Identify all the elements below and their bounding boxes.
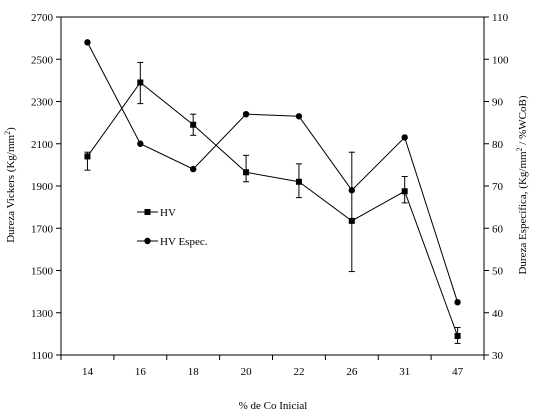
y-left-tick-label: 2500 — [31, 54, 54, 66]
data-point-hv — [84, 153, 91, 160]
data-point-hv — [243, 169, 250, 176]
y-right-tick-label: 110 — [492, 12, 509, 24]
x-tick-label: 47 — [452, 366, 464, 378]
data-point-hv — [348, 217, 355, 224]
y-left-tick-label: 2100 — [31, 139, 54, 151]
series-layer — [84, 39, 461, 344]
x-axis-title: % de Co Inicial — [239, 400, 308, 412]
legend-hvespec-marker — [144, 237, 151, 245]
data-point-hv — [295, 178, 302, 185]
x-tick-label: 20 — [241, 366, 253, 378]
y-right-tick-label: 50 — [492, 266, 504, 278]
y-right-tick-label: 30 — [492, 350, 504, 362]
y-axis-right-title: Dureza Específica, (Kg/mm2 / %WCoB) — [515, 95, 529, 274]
y-right-tick-label: 80 — [492, 139, 504, 151]
y-left-tick-label: 1500 — [31, 266, 54, 278]
y-right-tick-label: 90 — [492, 97, 504, 109]
legend: HV HV Espec. — [137, 207, 208, 248]
x-tick-label: 18 — [188, 366, 200, 378]
y-right-tick-label: 60 — [492, 223, 504, 235]
series-line-hv-espec — [86, 42, 459, 303]
data-point-hv-espec — [295, 113, 303, 120]
y-left-tick-label: 1900 — [31, 181, 54, 193]
data-point-hv-espec — [189, 165, 197, 173]
data-point-hv-espec — [137, 140, 144, 147]
y-left-tick-label: 2300 — [31, 97, 54, 109]
data-point-hv-espec — [401, 134, 408, 141]
y-axis-left-title: Dureza Vickers (Kg/mm2) — [3, 127, 17, 243]
data-point-hv-espec — [242, 110, 250, 118]
x-tick-label: 16 — [135, 366, 147, 378]
y-right-tick-label: 40 — [492, 308, 504, 320]
data-point-hv-espec — [84, 39, 91, 46]
x-tick-label: 22 — [293, 366, 304, 378]
y-left-tick-label: 1700 — [31, 223, 54, 235]
data-point-hv — [454, 332, 461, 339]
series-line-hv — [87, 81, 459, 337]
x-tick-label: 31 — [399, 366, 410, 378]
data-point-hv — [401, 188, 408, 195]
y-left-tick-label: 1300 — [31, 308, 54, 320]
y-right-tick-label: 100 — [492, 54, 509, 66]
y-left-tick-label: 1100 — [31, 350, 53, 362]
legend-hvespec-label: HV Espec. — [160, 236, 208, 248]
x-tick-label: 14 — [82, 366, 94, 378]
y-right-tick-label: 70 — [492, 181, 504, 193]
legend-hv-label: HV — [160, 207, 176, 219]
legend-hv-marker — [144, 209, 151, 215]
data-point-hv-espec — [454, 298, 461, 306]
data-point-hv — [137, 79, 144, 86]
data-point-hv — [190, 121, 197, 128]
data-point-hv-espec — [348, 187, 356, 194]
y-left-tick-label: 2700 — [31, 12, 54, 24]
ticks: 1100 1300 1500 1700 1900 2100 2300 2500 2700 30 40… — [31, 12, 509, 378]
x-tick-label: 26 — [346, 366, 358, 378]
